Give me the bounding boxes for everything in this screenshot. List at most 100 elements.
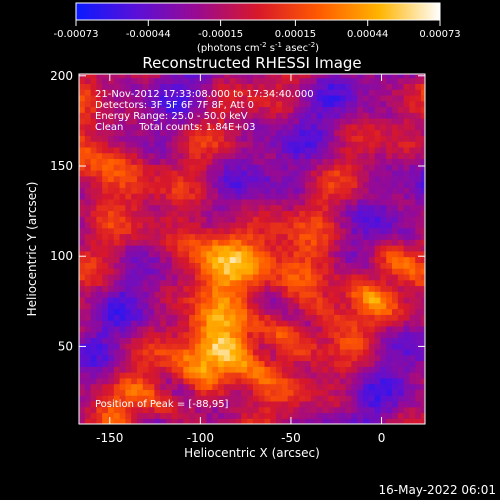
heatmap-cell — [380, 256, 387, 263]
heatmap-cell — [194, 164, 202, 171]
heatmap-cell — [160, 348, 167, 356]
heatmap-cell — [142, 406, 150, 414]
heatmap-cell — [264, 169, 271, 177]
heatmap-cell — [363, 94, 370, 102]
heatmap-cell — [218, 308, 225, 315]
heatmap-cell — [397, 325, 405, 333]
heatmap-cell — [206, 354, 213, 362]
heatmap-cell — [142, 175, 150, 183]
heatmap-cell — [189, 204, 196, 211]
heatmap-cell — [392, 74, 399, 79]
heatmap-cell — [293, 256, 300, 263]
heatmap-cell — [200, 83, 208, 90]
heatmap-cell — [206, 221, 213, 229]
heatmap-cell — [125, 291, 132, 298]
heatmap-cell — [247, 94, 254, 102]
heatmap-cell — [102, 377, 109, 385]
heatmap-cell — [241, 198, 248, 206]
heatmap-cell — [252, 302, 260, 310]
heatmap-cell — [293, 175, 300, 183]
heatmap-cell — [154, 227, 161, 235]
heatmap-cell — [380, 412, 387, 419]
heatmap-cell — [334, 123, 341, 131]
heatmap-cell — [316, 94, 324, 102]
heatmap-cell — [154, 412, 161, 419]
heatmap-cell — [160, 193, 167, 200]
heatmap-cell — [142, 285, 150, 292]
heatmap-cell — [154, 94, 161, 102]
heatmap-cell — [102, 187, 109, 194]
heatmap-cell — [287, 100, 295, 108]
heatmap-cell — [258, 129, 266, 136]
heatmap-cell — [102, 383, 109, 390]
heatmap-cell — [421, 181, 425, 188]
heatmap-cell — [374, 175, 382, 183]
heatmap-cell — [194, 204, 202, 211]
heatmap-cell — [194, 135, 202, 142]
heatmap-cell — [235, 273, 242, 281]
heatmap-cell — [403, 152, 411, 160]
heatmap-cell — [223, 83, 231, 90]
heatmap-cell — [316, 233, 324, 240]
heatmap-cell — [96, 400, 103, 408]
heatmap-cell — [368, 337, 376, 344]
heatmap-cell — [357, 372, 364, 379]
heatmap-cell — [316, 395, 324, 402]
heatmap-cell — [258, 400, 266, 408]
heatmap-cell — [322, 400, 329, 408]
heatmap-cell — [287, 83, 295, 90]
heatmap-cell — [270, 94, 277, 102]
heatmap-cell — [252, 412, 260, 419]
x-axis-label: Heliocentric X (arcsec) — [184, 446, 320, 460]
heatmap-cell — [264, 366, 271, 373]
heatmap-cell — [345, 406, 353, 414]
heatmap-cell — [119, 77, 126, 84]
heatmap-cell — [160, 77, 167, 84]
heatmap-cell — [96, 389, 103, 396]
heatmap-cell — [380, 337, 387, 344]
heatmap-cell — [409, 366, 416, 373]
heatmap-cell — [293, 412, 300, 419]
heatmap-cell — [357, 158, 364, 165]
heatmap-cell — [397, 383, 405, 390]
heatmap-cell — [339, 366, 347, 373]
heatmap-cell — [409, 262, 416, 269]
heatmap-cell — [287, 181, 295, 188]
heatmap-cell — [334, 193, 341, 200]
heatmap-cell — [200, 285, 208, 292]
heatmap-cell — [206, 83, 213, 90]
heatmap-cell — [415, 118, 422, 125]
heatmap-cell — [334, 100, 341, 108]
heatmap-cell — [287, 296, 295, 304]
heatmap-cell — [287, 204, 295, 211]
heatmap-cell — [339, 412, 347, 419]
heatmap-cell — [154, 273, 161, 281]
heatmap-cell — [264, 187, 271, 194]
heatmap-cell — [177, 296, 184, 304]
heatmap-cell — [281, 198, 289, 206]
heatmap-cell — [113, 331, 121, 339]
heatmap-cell — [131, 337, 138, 344]
heatmap-cell — [171, 377, 179, 385]
heatmap-cell — [380, 372, 387, 379]
heatmap-cell — [79, 135, 86, 142]
heatmap-cell — [310, 296, 318, 304]
heatmap-cell — [131, 141, 138, 148]
heatmap-cell — [189, 164, 196, 171]
heatmap-cell — [339, 314, 347, 321]
colorbar-tick-label: 0.00015 — [275, 29, 316, 40]
heatmap-cell — [96, 158, 103, 165]
heatmap-cell — [415, 175, 422, 183]
heatmap-cell — [229, 245, 237, 252]
heatmap-cell — [131, 418, 138, 424]
heatmap-cell — [252, 141, 260, 148]
heatmap-cell — [102, 262, 109, 269]
heatmap-cell — [322, 193, 329, 200]
heatmap-cell — [212, 158, 219, 165]
heatmap-cell — [206, 74, 213, 79]
heatmap-cell — [136, 360, 144, 367]
heatmap-cell — [287, 412, 295, 419]
heatmap-cell — [165, 181, 173, 188]
heatmap-cell — [328, 308, 335, 315]
heatmap-cell — [415, 262, 422, 269]
